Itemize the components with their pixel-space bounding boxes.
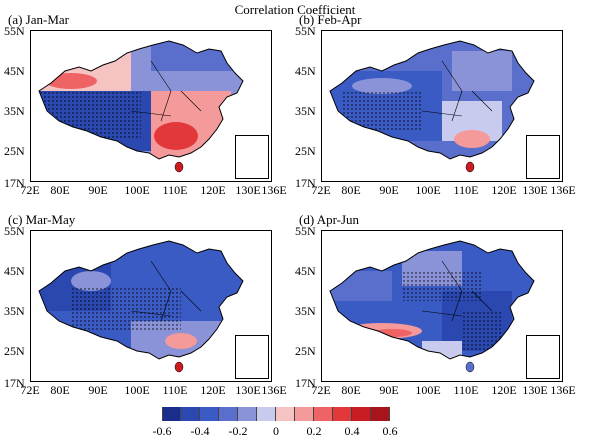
correlation-map-b: [329, 40, 535, 173]
lon-label: 136E: [550, 383, 576, 397]
colorbar-swatch: [352, 407, 371, 421]
correlation-map-d: [329, 240, 535, 373]
lat-label: 25N: [295, 144, 316, 158]
south-china-sea-inset: [235, 135, 269, 179]
lat-label: 45N: [4, 264, 25, 278]
lat-label: 17N: [295, 176, 316, 190]
colorbar-swatch: [181, 407, 200, 421]
lon-label: 120E: [491, 183, 517, 197]
lon-label: 100E: [124, 383, 150, 397]
correlation-map-c: [38, 240, 244, 373]
lon-label: 136E: [261, 183, 287, 197]
lon-label: 120E: [200, 383, 226, 397]
map-frame: [30, 230, 272, 382]
colorbar-swatch: [200, 407, 219, 421]
lat-label: 45N: [295, 64, 316, 78]
panel-label: (b) Feb-Apr: [299, 12, 362, 27]
panel-label: (c) Mar-May: [8, 212, 76, 227]
lon-label: 80E: [50, 183, 70, 197]
lon-label: 130E: [235, 383, 261, 397]
panel-label: (d) Apr-Jun: [299, 212, 360, 227]
colorbar-swatch: [257, 407, 276, 421]
lat-label: 45N: [295, 264, 316, 278]
lon-label: 136E: [261, 383, 287, 397]
lon-label: 90E: [88, 183, 108, 197]
lon-label: 110E: [453, 383, 479, 397]
lat-label: 55N: [295, 224, 316, 238]
lon-label: 100E: [415, 183, 441, 197]
lat-label: 55N: [4, 224, 25, 238]
lat-label: 25N: [295, 344, 316, 358]
panel-c: (c) Mar-May 55N: [4, 212, 287, 397]
lon-label: 100E: [415, 383, 441, 397]
map-frame: [321, 230, 563, 382]
lat-label: 17N: [4, 376, 25, 390]
lat-label: 35N: [295, 304, 316, 318]
colorbar-tick-label: -0.2: [228, 424, 248, 438]
lon-label: 80E: [341, 383, 361, 397]
lat-label: 17N: [295, 376, 316, 390]
lon-label: 90E: [379, 183, 399, 197]
lat-label: 25N: [4, 344, 25, 358]
colorbar-swatch: [238, 407, 257, 421]
lon-label: 80E: [341, 183, 361, 197]
panel-d: (d) Apr-Jun: [295, 212, 576, 397]
lon-label: 72E: [20, 183, 40, 197]
lat-label: 17N: [4, 176, 25, 190]
lon-label: 72E: [20, 383, 40, 397]
lon-label: 110E: [162, 383, 188, 397]
colorbar-tick-label: 0.4: [344, 424, 360, 438]
lon-label: 72E: [311, 183, 331, 197]
lat-label: 35N: [4, 304, 25, 318]
colorbar-swatch: [333, 407, 352, 421]
panel-b: (b) Feb-Apr: [295, 12, 576, 197]
lat-label: 35N: [295, 104, 316, 118]
colorbar-swatch: [162, 407, 181, 421]
colorbar-swatch: [219, 407, 238, 421]
lat-label: 45N: [4, 64, 25, 78]
colorbar-tick-label: 0: [273, 424, 279, 438]
lon-label: 120E: [200, 183, 226, 197]
lat-label: 35N: [4, 104, 25, 118]
colorbar: [162, 407, 390, 421]
colorbar-tick-label: -0.4: [190, 424, 210, 438]
figure-title: Correlation Coefficient: [234, 2, 356, 17]
lon-label: 130E: [522, 183, 548, 197]
lon-label: 80E: [50, 383, 70, 397]
lon-label: 90E: [379, 383, 399, 397]
lon-label: 72E: [311, 383, 331, 397]
lon-label: 130E: [235, 183, 261, 197]
lat-label: 25N: [4, 144, 25, 158]
south-china-sea-inset: [526, 135, 560, 179]
correlation-map-a: [38, 40, 244, 173]
colorbar-swatch: [295, 407, 314, 421]
lon-label: 90E: [88, 383, 108, 397]
lon-label: 110E: [162, 183, 188, 197]
colorbar-swatch: [276, 407, 295, 421]
panel-label: (a) Jan-Mar: [8, 12, 69, 27]
colorbar-tick-label: -0.6: [152, 424, 172, 438]
colorbar-tick-label: 0.2: [306, 424, 322, 438]
colorbar-swatch: [371, 407, 390, 421]
lon-label: 120E: [491, 383, 517, 397]
south-china-sea-inset: [235, 335, 269, 379]
panel-a: (a) Jan-Mar: [4, 12, 287, 197]
lat-label: 55N: [295, 24, 316, 38]
lon-label: 136E: [550, 183, 576, 197]
south-china-sea-inset: [526, 335, 560, 379]
colorbar-tick-label: 0.6: [382, 424, 398, 438]
map-frame: [321, 30, 563, 182]
lat-label: 55N: [4, 24, 25, 38]
lon-label: 110E: [453, 183, 479, 197]
lon-label: 130E: [522, 383, 548, 397]
map-frame: [30, 30, 272, 182]
colorbar-swatch: [314, 407, 333, 421]
lon-label: 100E: [124, 183, 150, 197]
